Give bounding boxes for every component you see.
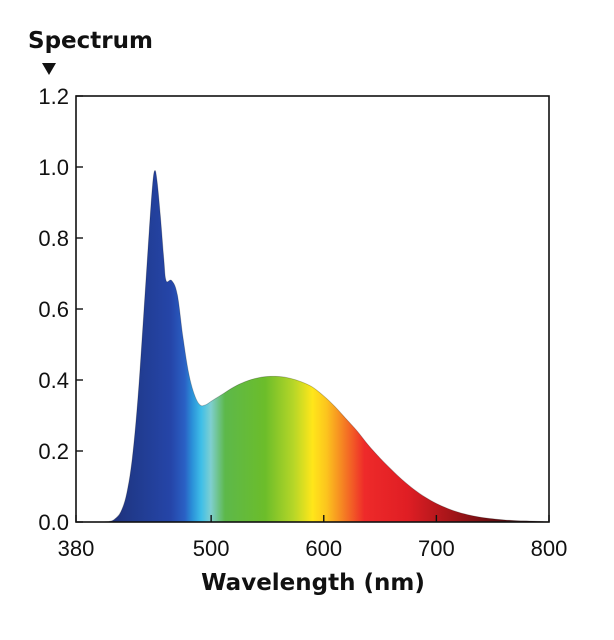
x-axis-label: Wavelength (nm)	[201, 570, 425, 596]
chart-marks	[76, 170, 550, 523]
y-axis-ticks: 0.0 0.2 0.4 0.6 0.8 1.0 1.2	[38, 84, 83, 535]
x-tick-label: 800	[531, 536, 568, 561]
y-tick-label: 1.0	[38, 155, 69, 180]
x-tick-label: 380	[58, 536, 95, 561]
y-tick-label: 0.8	[38, 226, 69, 251]
x-tick-label: 500	[193, 536, 230, 561]
y-tick-label: 0.4	[38, 368, 69, 393]
y-tick-label: 0.6	[38, 297, 69, 322]
y-tick-label: 0.2	[38, 439, 69, 464]
x-tick-label: 700	[418, 536, 455, 561]
spectrum-line	[76, 170, 550, 523]
spectrum-area	[76, 170, 549, 522]
y-tick-label: 0.0	[38, 510, 69, 535]
y-axis-label: Spectrum	[28, 28, 153, 54]
down-arrow-icon	[42, 63, 56, 75]
x-axis-ticks: 380 500 600 700 800	[58, 515, 568, 561]
y-tick-label: 1.2	[38, 84, 69, 109]
x-tick-label: 600	[305, 536, 342, 561]
